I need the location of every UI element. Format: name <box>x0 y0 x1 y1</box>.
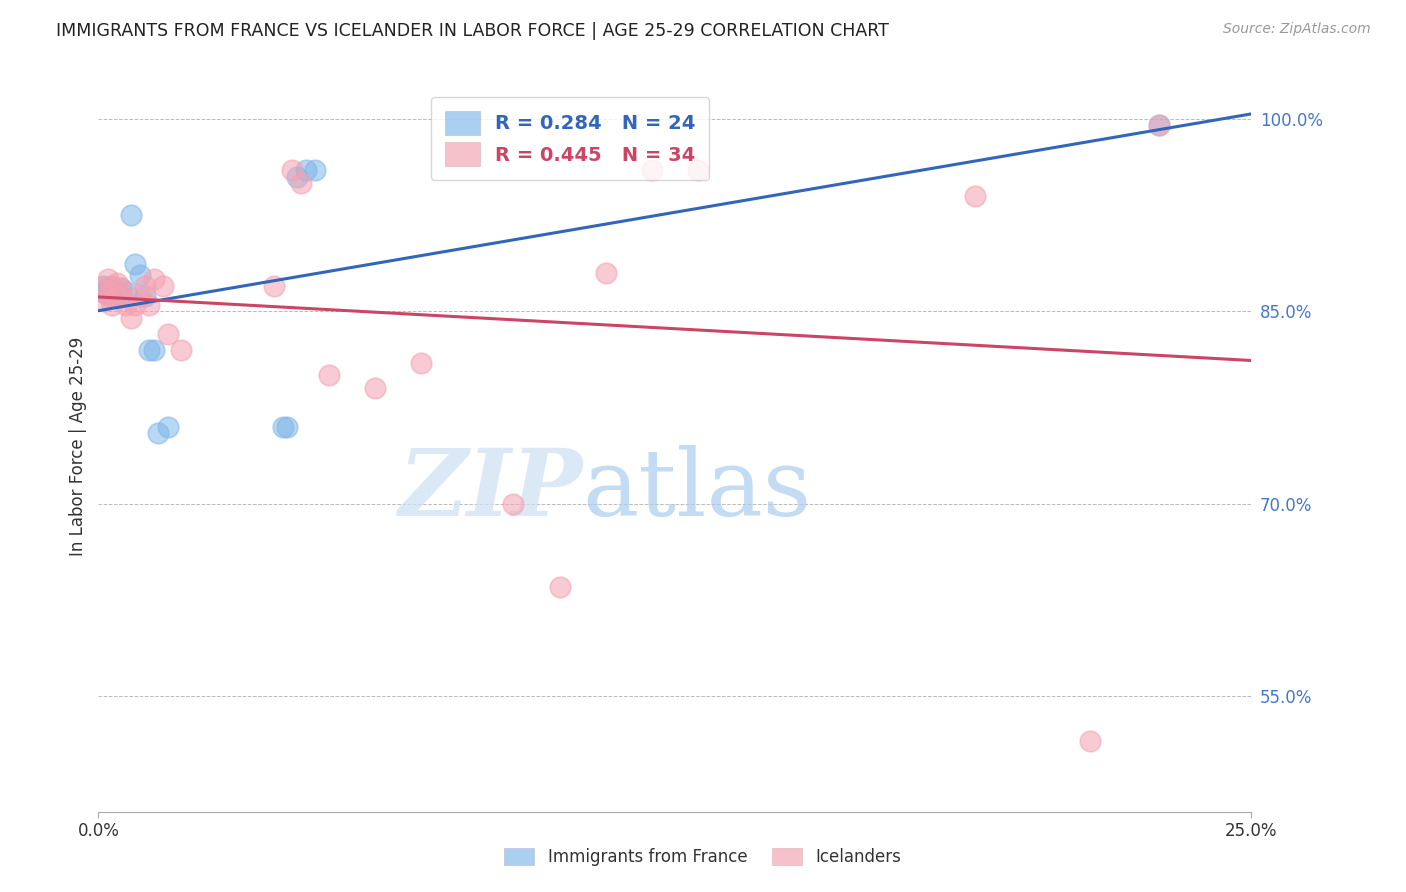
Legend: Immigrants from France, Icelanders: Immigrants from France, Icelanders <box>496 840 910 875</box>
Y-axis label: In Labor Force | Age 25-29: In Labor Force | Age 25-29 <box>69 336 87 556</box>
Point <box>170 343 193 357</box>
Point <box>641 163 664 178</box>
Point <box>91 293 114 308</box>
Legend: R = 0.284   N = 24, R = 0.445   N = 34: R = 0.284 N = 24, R = 0.445 N = 34 <box>432 97 709 180</box>
Point <box>276 419 298 434</box>
Point <box>502 497 524 511</box>
Point <box>142 272 165 286</box>
Point <box>138 343 160 357</box>
Point <box>110 281 132 295</box>
Point <box>101 298 124 312</box>
Point <box>129 268 152 283</box>
Point <box>134 278 156 293</box>
Point <box>120 310 142 325</box>
Point <box>1147 118 1170 132</box>
Point <box>148 426 170 441</box>
Point <box>548 580 571 594</box>
Point <box>263 278 285 293</box>
Text: atlas: atlas <box>582 445 811 535</box>
Point <box>97 272 120 286</box>
Point <box>686 163 709 178</box>
Point <box>152 278 174 293</box>
Point <box>91 278 114 293</box>
Point <box>110 289 132 303</box>
Point <box>411 355 433 369</box>
Point <box>595 266 617 280</box>
Point <box>134 289 156 303</box>
Point <box>129 289 152 303</box>
Point <box>1078 734 1101 748</box>
Point <box>110 289 132 303</box>
Point <box>101 287 124 301</box>
Point <box>124 298 146 312</box>
Point <box>290 176 312 190</box>
Point <box>101 278 124 293</box>
Point <box>101 278 124 293</box>
Point <box>105 276 128 290</box>
Point <box>285 169 308 184</box>
Point <box>91 281 114 295</box>
Text: IMMIGRANTS FROM FRANCE VS ICELANDER IN LABOR FORCE | AGE 25-29 CORRELATION CHART: IMMIGRANTS FROM FRANCE VS ICELANDER IN L… <box>56 22 889 40</box>
Point <box>156 419 179 434</box>
Point <box>110 281 132 295</box>
Point <box>142 343 165 357</box>
Point <box>124 257 146 271</box>
Point <box>364 381 387 395</box>
Point <box>138 298 160 312</box>
Point <box>91 285 114 299</box>
Point <box>97 287 120 301</box>
Point <box>1147 118 1170 132</box>
Point <box>281 163 304 178</box>
Text: Source: ZipAtlas.com: Source: ZipAtlas.com <box>1223 22 1371 37</box>
Point <box>295 163 318 178</box>
Point <box>115 285 138 299</box>
Point <box>271 419 294 434</box>
Text: ZIP: ZIP <box>398 445 582 535</box>
Point <box>115 298 138 312</box>
Point <box>304 163 326 178</box>
Point <box>963 188 986 202</box>
Point <box>120 208 142 222</box>
Point <box>97 281 120 295</box>
Point <box>105 285 128 299</box>
Point <box>156 327 179 342</box>
Point <box>97 287 120 301</box>
Point <box>105 289 128 303</box>
Point <box>318 368 340 383</box>
